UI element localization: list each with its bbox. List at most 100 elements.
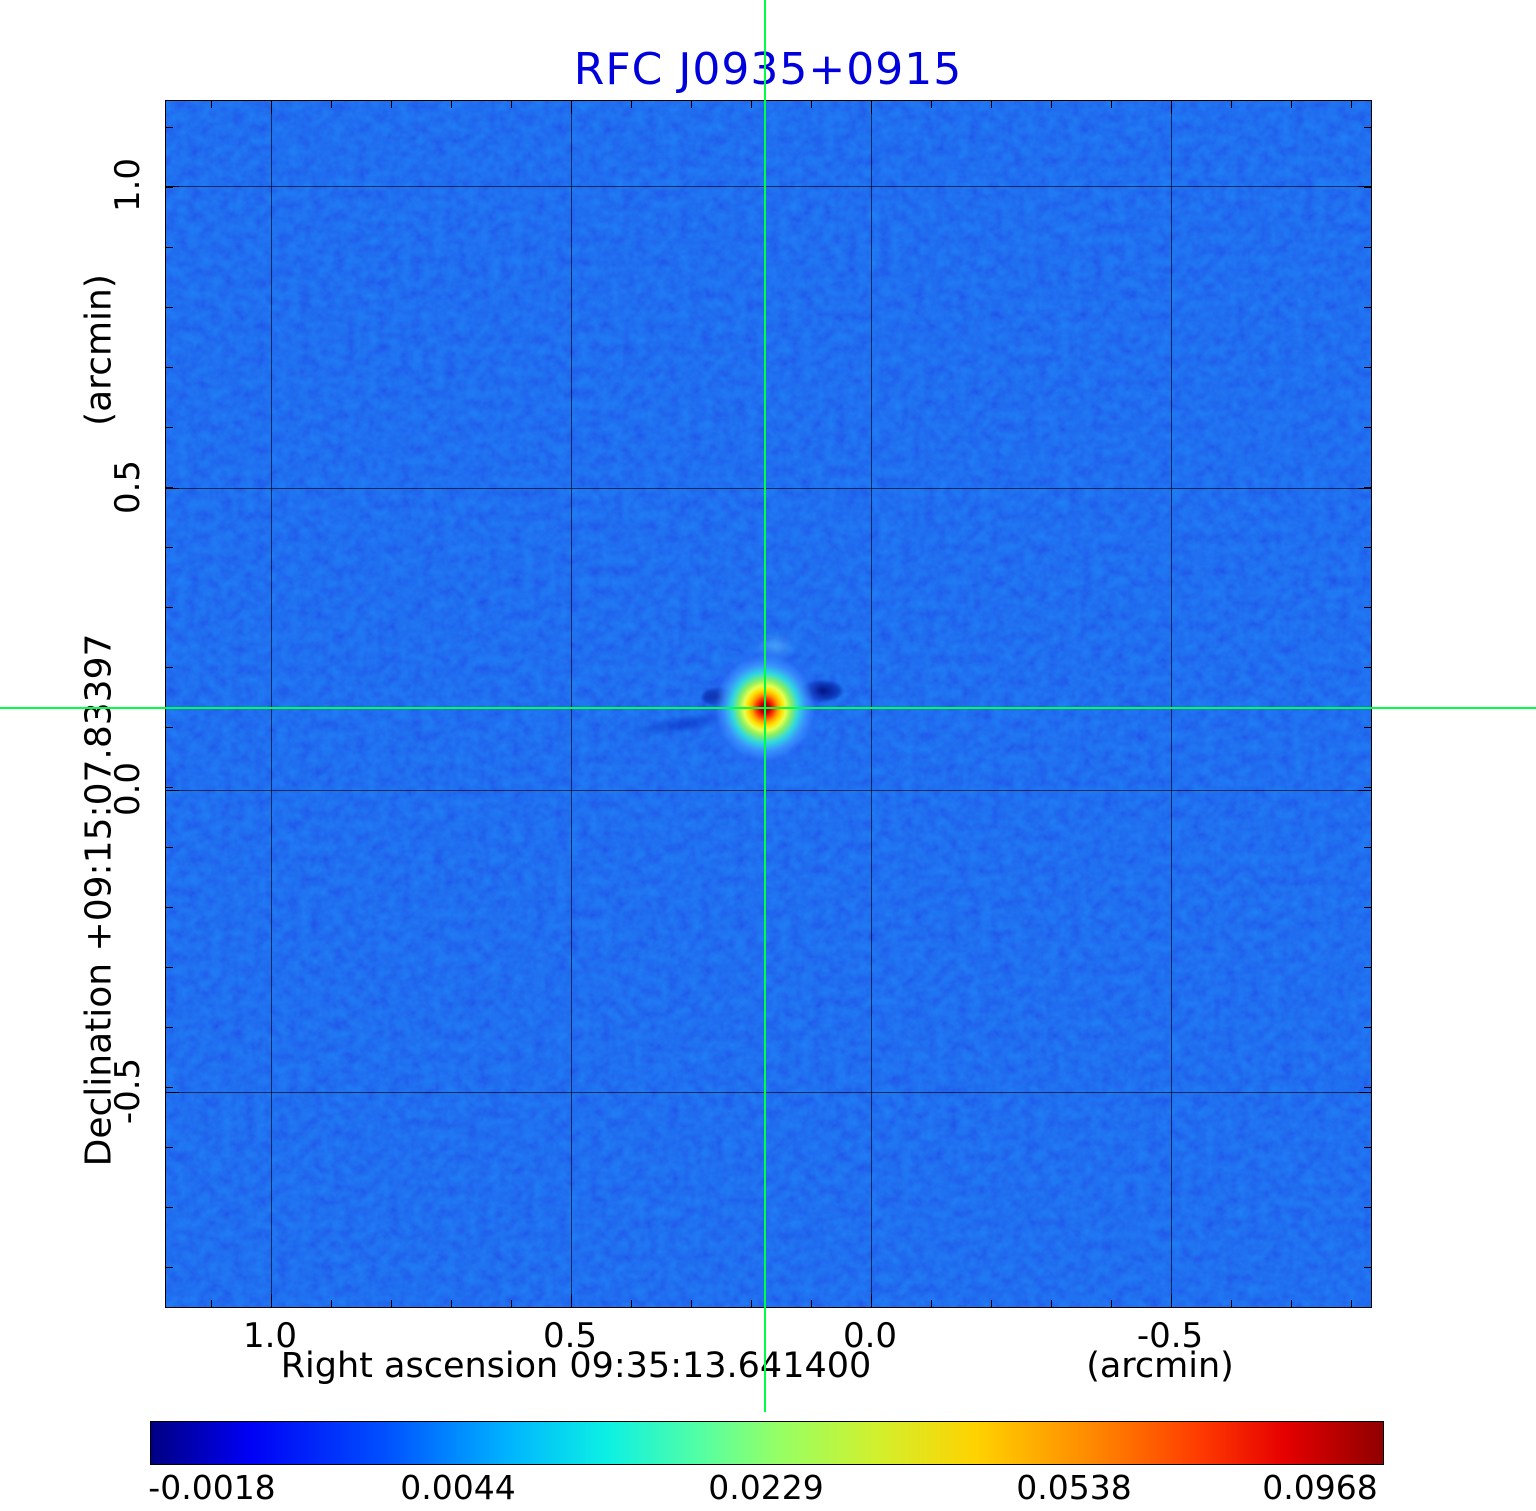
axis-tick	[211, 1300, 212, 1307]
axis-tick	[1364, 247, 1371, 248]
y-tick-label-1.0: 1.0	[108, 157, 148, 213]
y-tick-label--0.5: -0.5	[108, 1057, 148, 1125]
axis-tick	[511, 101, 512, 108]
colorbar-tick-label-0: -0.0018	[148, 1468, 276, 1507]
axis-tick	[166, 488, 179, 489]
axis-tick	[1364, 547, 1371, 548]
grid-line-vertical	[271, 101, 272, 1307]
axis-tick	[166, 667, 173, 668]
axis-tick	[931, 1300, 932, 1307]
axis-tick	[1351, 1300, 1352, 1307]
axis-tick	[271, 1294, 272, 1307]
axis-tick	[511, 1300, 512, 1307]
axis-tick	[331, 101, 332, 108]
axis-tick	[166, 727, 173, 728]
axis-tick	[166, 127, 173, 128]
axis-tick	[1358, 186, 1371, 187]
axis-tick	[1231, 101, 1232, 108]
colorbar-tick-label-3: 0.0538	[1016, 1468, 1132, 1507]
axis-tick	[751, 1300, 752, 1307]
grid-line-vertical	[871, 101, 872, 1307]
axis-tick	[166, 186, 179, 187]
axis-tick	[631, 101, 632, 108]
axis-tick	[211, 101, 212, 108]
axis-tick	[1358, 790, 1371, 791]
colorbar-tick-label-1: 0.0044	[400, 1468, 516, 1507]
axis-tick	[166, 847, 173, 848]
x-tick-label-0.0: 0.0	[842, 1316, 898, 1356]
axis-tick	[1364, 127, 1371, 128]
x-tick-label-0.5: 0.5	[542, 1316, 598, 1356]
axis-tick	[1358, 1092, 1371, 1093]
axis-tick	[1364, 967, 1371, 968]
axis-tick	[1364, 427, 1371, 428]
y-tick-label-0.5: 0.5	[108, 459, 148, 515]
axis-tick	[571, 101, 572, 114]
crosshair-vertical-line	[764, 0, 766, 1412]
axis-tick	[811, 101, 812, 108]
axis-tick	[391, 1300, 392, 1307]
axis-tick	[451, 1300, 452, 1307]
y-tick-label-0.0: 0.0	[108, 761, 148, 817]
axis-tick	[331, 1300, 332, 1307]
axis-tick	[1171, 101, 1172, 114]
axis-tick	[166, 1087, 173, 1088]
axis-tick	[691, 1300, 692, 1307]
axis-tick	[166, 1147, 173, 1148]
axis-tick	[1051, 101, 1052, 108]
figure-title: RFC J0935+0915	[573, 44, 963, 95]
axis-tick	[166, 967, 173, 968]
axis-tick	[1364, 907, 1371, 908]
axis-tick	[1364, 187, 1371, 188]
axis-tick	[1111, 101, 1112, 108]
axis-tick	[1364, 367, 1371, 368]
x-tick-label--0.5: -0.5	[1136, 1316, 1204, 1356]
axis-tick	[166, 307, 173, 308]
axis-tick	[1364, 727, 1371, 728]
axis-tick	[1351, 101, 1352, 108]
grid-line-horizontal	[166, 790, 1371, 791]
axis-tick	[991, 101, 992, 108]
axis-tick	[166, 247, 173, 248]
axis-tick	[1364, 787, 1371, 788]
axis-tick	[166, 1207, 173, 1208]
axis-tick	[631, 1300, 632, 1307]
colorbar-tick-label-4: 0.0968	[1262, 1468, 1378, 1507]
axis-tick	[1291, 101, 1292, 108]
axis-tick	[1171, 1294, 1172, 1307]
axis-tick	[1364, 1207, 1371, 1208]
grid-line-horizontal	[166, 186, 1371, 187]
axis-tick	[391, 101, 392, 108]
axis-tick	[1364, 1087, 1371, 1088]
axis-tick	[991, 1300, 992, 1307]
axis-tick	[166, 787, 173, 788]
x-axis-label: Right ascension 09:35:13.641400	[280, 1346, 872, 1386]
axis-tick	[691, 101, 692, 108]
axis-tick	[571, 1294, 572, 1307]
axis-tick	[166, 907, 173, 908]
axis-tick	[1364, 1267, 1371, 1268]
axis-tick	[1051, 1300, 1052, 1307]
axis-tick	[931, 101, 932, 108]
axis-tick	[166, 607, 173, 608]
axis-tick	[166, 427, 173, 428]
colorbar-tick-label-2: 0.0229	[708, 1468, 824, 1507]
axis-tick	[811, 1300, 812, 1307]
axis-tick	[1364, 607, 1371, 608]
axis-tick	[871, 1294, 872, 1307]
axis-tick	[166, 547, 173, 548]
axis-tick	[166, 187, 173, 188]
grid-line-horizontal	[166, 488, 1371, 489]
axis-tick	[1364, 1027, 1371, 1028]
axis-tick	[1364, 1147, 1371, 1148]
axis-tick	[166, 1267, 173, 1268]
grid-line-vertical	[1171, 101, 1172, 1307]
axis-tick	[1364, 307, 1371, 308]
axis-tick	[1364, 667, 1371, 668]
axis-tick	[451, 101, 452, 108]
axis-tick	[166, 487, 173, 488]
colorbar	[150, 1421, 1384, 1465]
axis-tick	[166, 1027, 173, 1028]
grid-line-horizontal	[166, 1092, 1371, 1093]
